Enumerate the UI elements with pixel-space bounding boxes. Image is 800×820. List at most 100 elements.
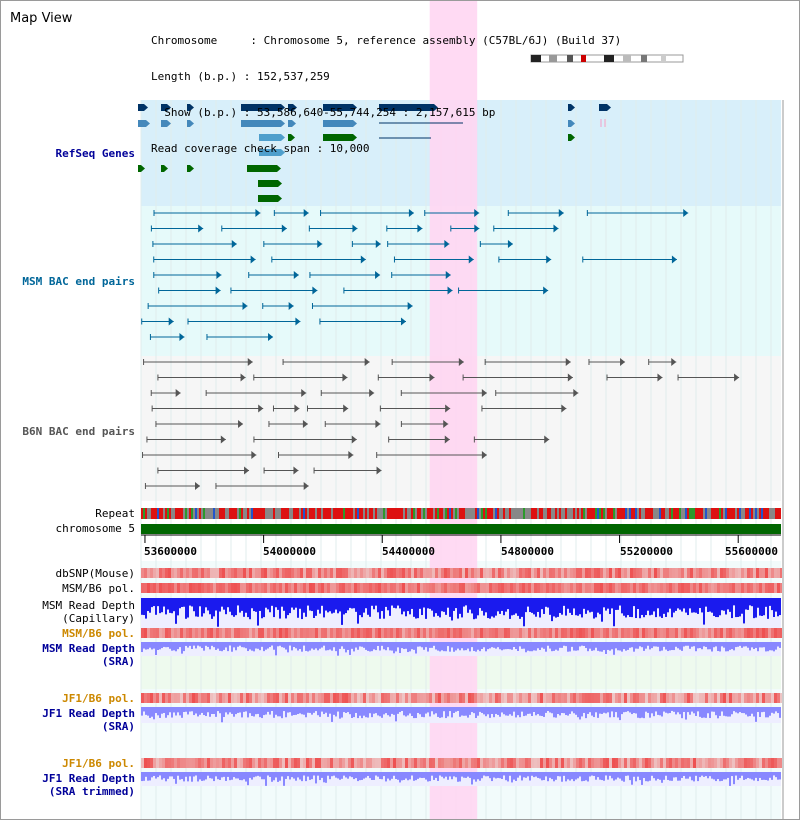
depth-mark	[221, 772, 223, 778]
depth-mark	[149, 772, 151, 781]
pol-mark	[441, 628, 444, 638]
depth-mark	[653, 772, 655, 779]
depth-mark	[503, 707, 505, 715]
repeat-mark	[235, 508, 237, 519]
depth-mark	[531, 772, 533, 776]
pol-mark	[489, 583, 492, 593]
repeat-mark	[595, 508, 597, 519]
gene-block	[161, 104, 167, 111]
pol-mark	[363, 583, 366, 593]
pol-mark	[618, 758, 621, 768]
pol-mark	[699, 628, 702, 638]
depth-mark	[427, 642, 429, 652]
pol-mark	[732, 568, 735, 578]
track-label-msm-depth-capillary[interactable]: MSM Read Depth	[42, 599, 135, 612]
depth-mark	[377, 598, 379, 613]
pol-mark	[615, 568, 618, 578]
track-label-chromosome[interactable]: chromosome 5	[55, 522, 135, 535]
repeat-mark	[507, 508, 509, 519]
gene-arrow	[292, 120, 296, 127]
depth-mark	[371, 598, 373, 606]
bac-arrow	[179, 333, 185, 341]
pol-mark	[657, 568, 660, 578]
pol-mark	[237, 693, 240, 703]
depth-mark	[351, 598, 353, 609]
pol-mark	[525, 693, 528, 703]
track-label-jf1-depth-trimmed[interactable]: JF1 Read Depth	[42, 772, 135, 785]
depth-mark	[159, 772, 161, 776]
track-label-jf1-b6-pol-2[interactable]: JF1/B6 pol.	[62, 757, 135, 770]
pol-mark	[453, 583, 456, 593]
pol-mark	[564, 693, 567, 703]
gene-arrow	[146, 120, 150, 127]
gene-block	[187, 104, 190, 111]
track-label-jf1-depth-sra[interactable]: JF1 Read Depth	[42, 707, 135, 720]
depth-mark	[477, 598, 479, 616]
depth-mark	[163, 772, 165, 779]
track-label-repeat[interactable]: Repeat	[95, 507, 135, 520]
track-label-refseq[interactable]: RefSeq Genes	[55, 147, 135, 160]
depth-mark	[615, 642, 617, 649]
track-label-msm-bac[interactable]: MSM BAC end pairs	[22, 275, 135, 288]
pol-mark	[345, 568, 348, 578]
depth-mark	[229, 598, 231, 612]
track-label-msm-b6-pol[interactable]: MSM/B6 pol.	[62, 582, 135, 595]
pol-mark	[621, 568, 624, 578]
pol-mark	[462, 693, 465, 703]
depth-mark	[425, 642, 427, 648]
depth-mark	[149, 707, 151, 718]
depth-mark	[179, 598, 181, 609]
bac-arrow	[293, 271, 299, 279]
track-label-b6n-bac[interactable]: B6N BAC end pairs	[22, 425, 135, 438]
pol-mark	[606, 758, 609, 768]
pol-mark	[234, 583, 237, 593]
track-label-msm-b6-pol-sra[interactable]: MSM/B6 pol.	[62, 627, 135, 640]
repeat-mark	[201, 508, 203, 519]
pol-mark	[444, 628, 447, 638]
depth-mark	[649, 642, 651, 650]
depth-mark	[435, 598, 437, 614]
pol-mark	[423, 628, 426, 638]
repeat-mark	[285, 508, 287, 519]
depth-mark	[701, 642, 703, 650]
pol-mark	[579, 693, 582, 703]
depth-mark	[163, 707, 165, 714]
depth-mark	[517, 642, 519, 652]
depth-mark	[409, 707, 411, 714]
pol-mark	[741, 628, 744, 638]
pol-mark	[375, 568, 378, 578]
pol-mark	[219, 583, 222, 593]
track-label-dbsnp[interactable]: dbSNP(Mouse)	[55, 567, 135, 580]
repeat-mark	[767, 508, 769, 519]
pol-mark	[201, 583, 204, 593]
pol-mark	[468, 758, 471, 768]
depth-mark	[547, 707, 549, 712]
pol-mark	[339, 583, 342, 593]
gene-arrow	[141, 165, 145, 172]
pol-mark	[672, 568, 675, 578]
repeat-mark	[247, 508, 249, 519]
track-label-msm-depth-sra[interactable]: MSM Read Depth	[42, 642, 135, 655]
depth-mark	[297, 772, 299, 778]
depth-mark	[377, 707, 379, 716]
depth-mark	[719, 772, 721, 782]
repeat-mark	[273, 508, 275, 519]
pol-mark	[402, 568, 405, 578]
pol-mark	[453, 568, 456, 578]
pol-mark	[327, 583, 330, 593]
depth-mark	[427, 598, 429, 609]
track-label-jf1-b6-pol[interactable]: JF1/B6 pol.	[62, 692, 135, 705]
pol-mark	[393, 583, 396, 593]
repeat-mark	[147, 508, 149, 519]
bac-arrow	[343, 404, 349, 413]
depth-mark	[723, 772, 725, 780]
depth-mark	[495, 642, 497, 649]
depth-mark	[521, 772, 523, 781]
info-coverage-span: Read coverage check span : 10,000	[151, 142, 370, 155]
depth-mark	[683, 707, 685, 712]
pol-mark	[510, 693, 513, 703]
depth-mark	[559, 707, 561, 716]
depth-mark	[385, 707, 387, 714]
